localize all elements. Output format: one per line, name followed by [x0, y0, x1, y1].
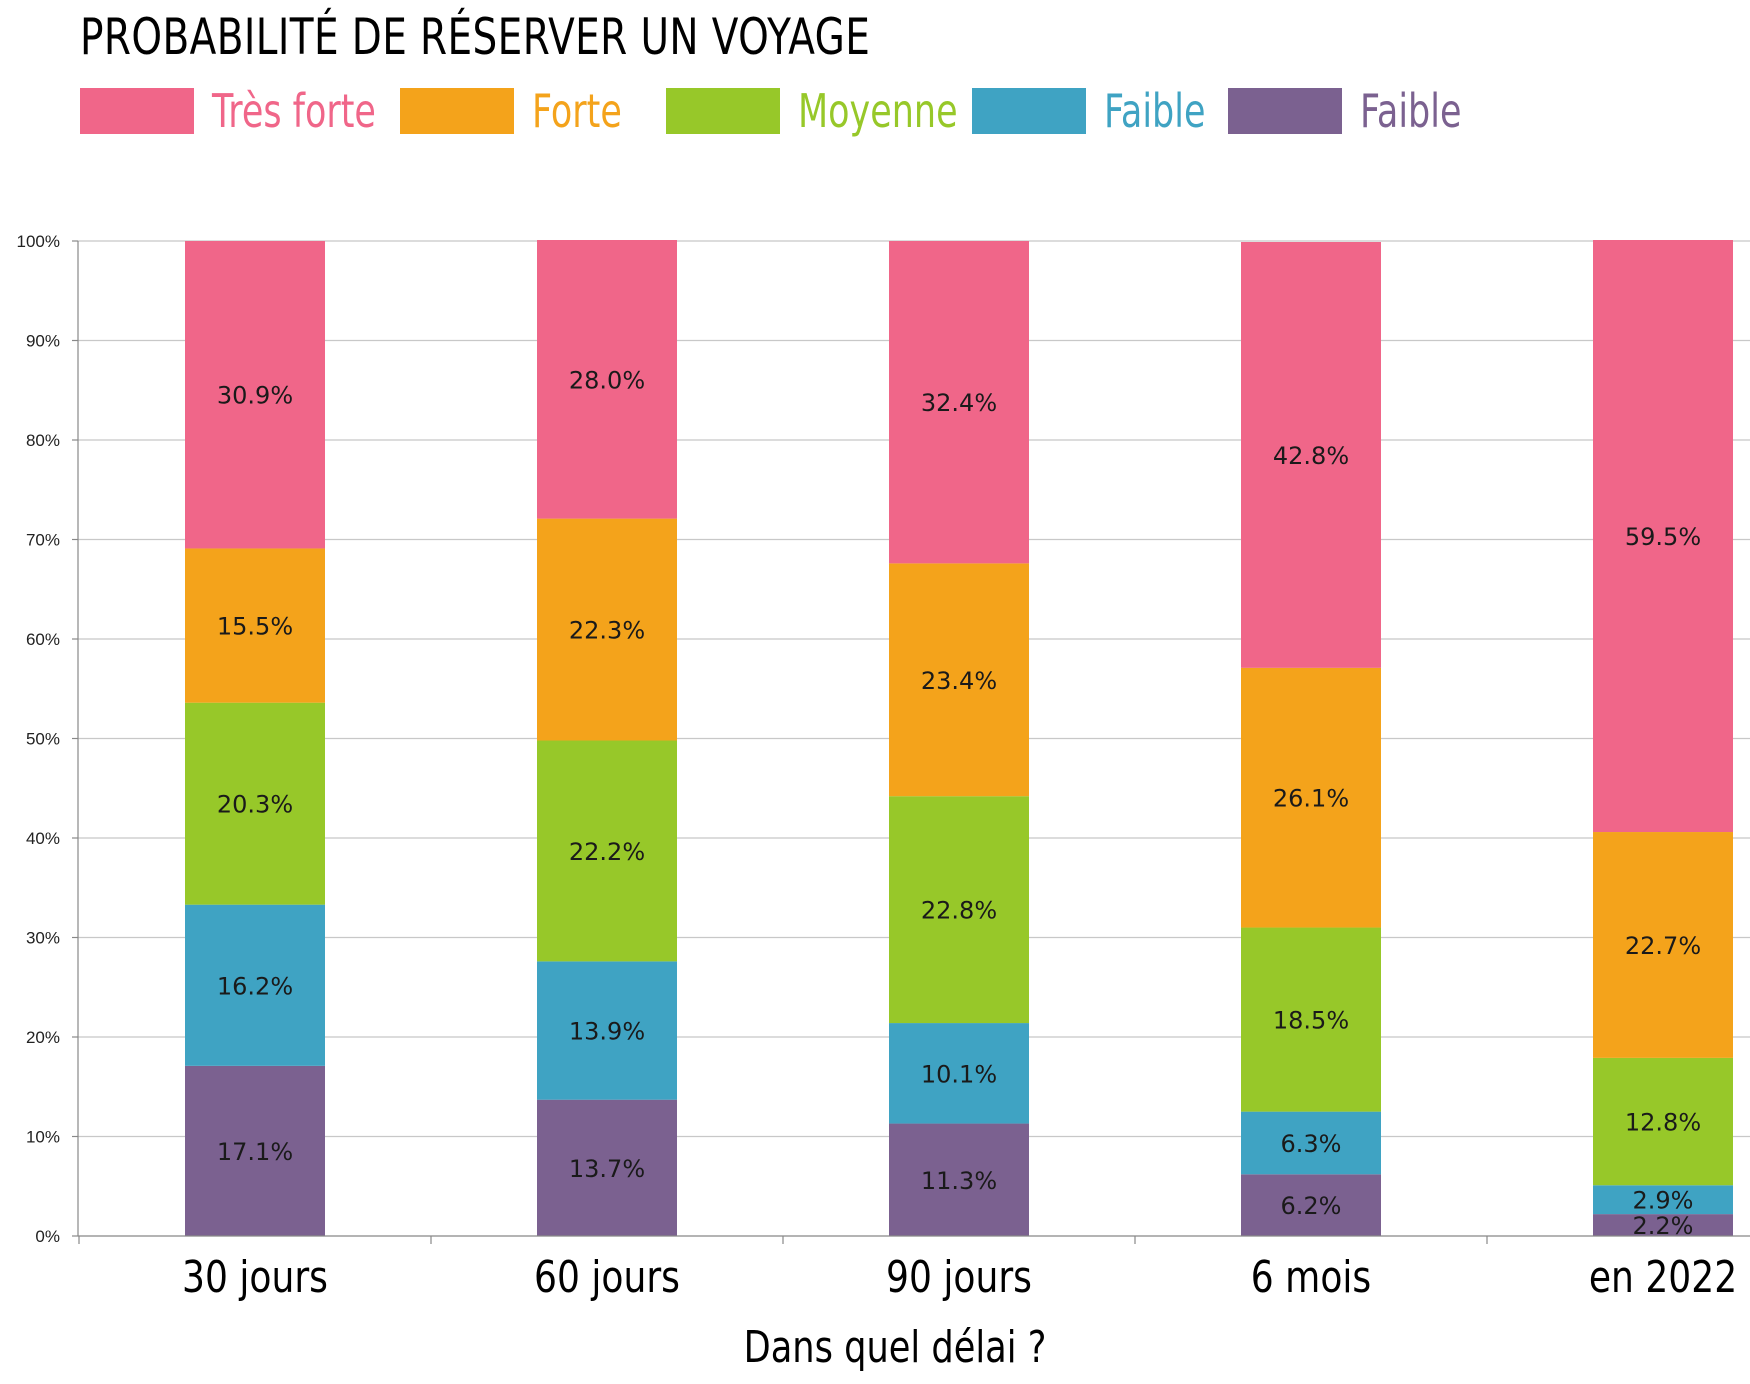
bars — [185, 240, 1733, 1236]
data-label: 28.0% — [569, 366, 645, 394]
x-tick-label: 6 mois — [1251, 1253, 1371, 1303]
bar-segment — [889, 1023, 1029, 1124]
data-labels: 17.1% 16.2% 20.3% 15.5% 30.9% 13.7% 13.9% 22.2%… — [217, 366, 1701, 1240]
data-label: 13.7% — [569, 1155, 645, 1183]
legend-label-tres-forte: Très forte — [212, 84, 376, 138]
x-axis-label: Dans quel délai ? — [743, 1322, 1047, 1373]
data-label: 23.4% — [921, 667, 997, 695]
bar-segment — [889, 563, 1029, 797]
legend-swatch-faible-purple — [1228, 88, 1342, 134]
bar-segment — [1593, 1057, 1733, 1186]
data-label: 42.8% — [1273, 442, 1349, 470]
bar-segment — [889, 241, 1029, 564]
y-tick-label: 100% — [17, 232, 60, 251]
y-tick-label: 50% — [26, 730, 60, 749]
data-label: 12.8% — [1625, 1109, 1701, 1137]
bar-segment — [185, 548, 325, 703]
legend-label-faible-blue: Faible — [1104, 84, 1206, 138]
data-label: 17.1% — [217, 1138, 293, 1166]
x-tick-label: 30 jours — [182, 1253, 328, 1303]
data-label: 26.1% — [1273, 785, 1349, 813]
data-label: 2.2% — [1633, 1212, 1694, 1240]
bar-segment — [1241, 1174, 1381, 1236]
y-tick-label: 40% — [26, 829, 60, 848]
legend-swatch-faible-blue — [972, 88, 1086, 134]
data-label: 2.9% — [1633, 1187, 1694, 1215]
data-label: 32.4% — [921, 389, 997, 417]
chart-title: PROBABILITÉ DE RÉSERVER UN VOYAGE — [80, 8, 871, 66]
legend-label-moyenne: Moyenne — [798, 84, 958, 138]
bar-segment — [1241, 927, 1381, 1112]
bar-segment — [185, 1065, 325, 1236]
bar-segment — [1593, 1185, 1733, 1215]
y-tick-label: 10% — [26, 1128, 60, 1147]
legend: Très forte Forte Moyenne Faible Faible — [0, 0, 1750, 160]
bar-segment — [1593, 832, 1733, 1058]
y-tick-label: 20% — [26, 1028, 60, 1047]
bar-segment — [1593, 1214, 1733, 1236]
legend-swatch-moyenne — [666, 88, 780, 134]
bar-segment — [537, 1099, 677, 1236]
bar-segment — [185, 904, 325, 1066]
data-label: 6.3% — [1281, 1130, 1342, 1158]
bar-segment — [537, 961, 677, 1100]
data-label: 6.2% — [1281, 1192, 1342, 1220]
y-tick-label: 60% — [26, 630, 60, 649]
data-label: 59.5% — [1625, 523, 1701, 551]
data-label: 22.3% — [569, 617, 645, 645]
data-label: 15.5% — [217, 613, 293, 641]
data-label: 22.2% — [569, 838, 645, 866]
bar-segment — [1241, 667, 1381, 928]
legend-label-faible-purple: Faible — [1360, 84, 1462, 138]
y-tick-label: 70% — [26, 531, 60, 550]
bar-segment — [537, 740, 677, 962]
data-label: 10.1% — [921, 1060, 997, 1088]
y-tick-label: 90% — [26, 332, 60, 351]
data-label: 13.9% — [569, 1018, 645, 1046]
bar-segment — [1593, 240, 1733, 833]
legend-swatch-forte — [400, 88, 514, 134]
bar-segment — [889, 796, 1029, 1024]
data-label: 22.7% — [1625, 932, 1701, 960]
y-tick-label: 30% — [26, 929, 60, 948]
bar-segment — [185, 702, 325, 905]
bar-segment — [1241, 1111, 1381, 1175]
data-label: 20.3% — [217, 791, 293, 819]
data-label: 30.9% — [217, 382, 293, 410]
data-label: 16.2% — [217, 972, 293, 1000]
x-tick-label: en 2022 — [1589, 1253, 1737, 1303]
data-label: 11.3% — [921, 1167, 997, 1195]
x-tick-label: 90 jours — [886, 1253, 1032, 1303]
bar-segment — [1241, 241, 1381, 668]
x-tick-label: 60 jours — [534, 1253, 680, 1303]
bar-segment — [185, 241, 325, 549]
y-tick-label: 0% — [35, 1227, 60, 1246]
axes: 0% 10% 20% 30% 40% 50% 60% 70% 80% 90% 100% 30 jour… — [17, 232, 1750, 1303]
legend-swatch-tres-forte — [80, 88, 194, 134]
bar-segment — [537, 240, 677, 519]
data-label: 18.5% — [1273, 1007, 1349, 1035]
bar-segment — [889, 1123, 1029, 1236]
y-tick-label: 80% — [26, 431, 60, 450]
bar-segment — [537, 518, 677, 741]
data-label: 22.8% — [921, 897, 997, 925]
legend-label-forte: Forte — [532, 84, 622, 138]
